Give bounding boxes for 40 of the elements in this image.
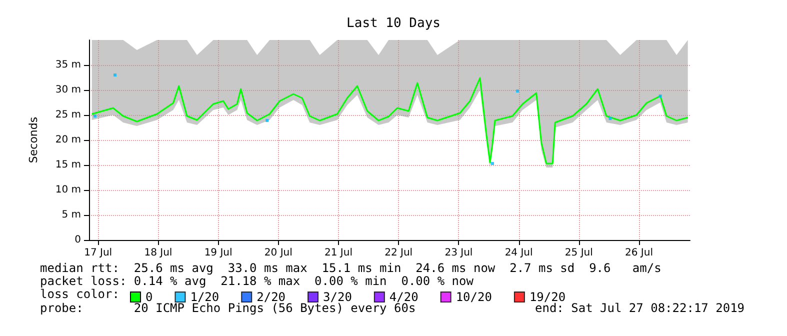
point xyxy=(266,119,269,122)
x-tick-label: 21 Jul xyxy=(324,248,352,258)
point xyxy=(658,94,662,98)
point xyxy=(516,90,520,92)
legend-label: 1/20 xyxy=(190,290,220,304)
point xyxy=(491,162,494,165)
y-tick-label: 5 m xyxy=(62,210,81,220)
x-tick-label: 25 Jul xyxy=(564,248,593,258)
x-tick-label: 20 Jul xyxy=(264,248,292,258)
x-tick-label: 19 Jul xyxy=(204,248,232,258)
legend-title: loss color: xyxy=(40,287,120,301)
y-tick-label: 10 m xyxy=(55,184,81,196)
x-tick-label: 24 Jul xyxy=(504,248,533,258)
text: probe: 20 ICMP Echo Pings (56 Bytes) every 60s xyxy=(40,301,416,315)
legend-label: 2/20 xyxy=(256,290,286,304)
y-tick-label: 0 xyxy=(74,234,81,246)
x-tick-label: 23 Jul xyxy=(444,248,473,258)
text: end: Sat Jul 27 08:22:17 2019 xyxy=(535,301,745,315)
legend-label: 19/20 xyxy=(529,290,566,304)
y-tick-label: 15 m xyxy=(55,160,81,170)
y-tick-label: 30 m xyxy=(55,84,81,96)
legend-label: 0 xyxy=(146,290,153,304)
point xyxy=(93,114,96,118)
point xyxy=(608,117,612,120)
chart-title: Last 10 Days xyxy=(346,16,440,31)
legend-label: 10/20 xyxy=(456,290,492,304)
legend-label: 4/20 xyxy=(389,290,418,304)
x-tick-label: 22 Jul xyxy=(384,248,413,258)
x-tick-label: 18 Jul xyxy=(144,248,172,258)
legend-label: 3/20 xyxy=(323,290,352,304)
line-series xyxy=(91,77,689,164)
text: median rtt: 25.6 ms avg 33.0 ms max 15.1 ms min 24.6 ms now 2.7 ms sd 9.6 am/s xyxy=(40,261,662,275)
y-axis-title: Seconds xyxy=(27,116,40,164)
y-tick-label: 35 m xyxy=(55,60,81,70)
text: packet loss: 0.14 % avg 21.18 % max 0.00 % min 0.00 % now xyxy=(40,274,474,288)
point xyxy=(114,74,116,76)
y-tick-label: 20 m xyxy=(55,134,81,146)
x-tick-label: 26 Jul xyxy=(625,248,653,258)
y-tick-label: 25 m xyxy=(55,110,81,120)
x-tick-label: 17 Jul xyxy=(84,248,112,258)
